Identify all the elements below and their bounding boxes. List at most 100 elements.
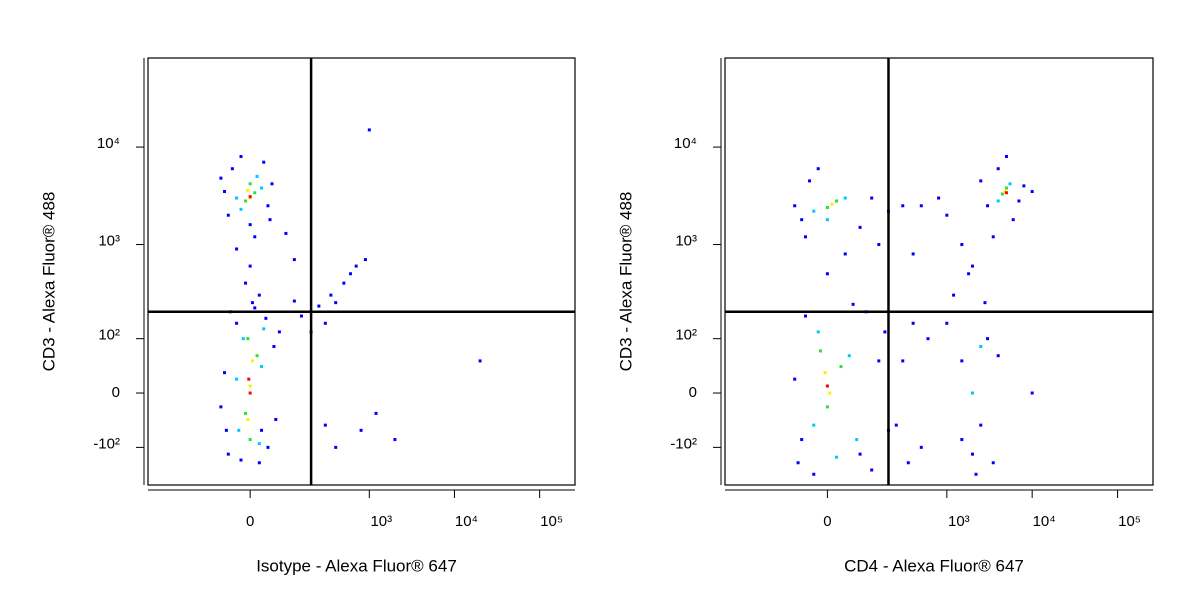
event-dot (800, 438, 804, 442)
event-dot (260, 365, 264, 369)
event-dot (1022, 184, 1026, 188)
event-dot (317, 304, 321, 308)
event-dot (967, 272, 971, 276)
event-dot (816, 167, 820, 171)
event-dot (818, 349, 822, 353)
event-dot (991, 235, 995, 239)
event-dot (250, 301, 254, 305)
event-dot (367, 128, 371, 132)
event-dot (248, 391, 252, 395)
y-tick-label: 0 (112, 384, 120, 401)
event-dot (292, 299, 296, 303)
event-dot (223, 190, 227, 194)
event-dot (268, 218, 272, 222)
event-dot (793, 204, 797, 208)
event-dot (253, 306, 257, 310)
event-dot (835, 455, 839, 459)
event-dot (270, 182, 274, 186)
event-dot (235, 321, 239, 325)
event-dot (219, 405, 223, 409)
event-dot (239, 207, 243, 211)
event-dot (1001, 192, 1005, 196)
event-dot (823, 371, 827, 375)
event-dot (835, 199, 839, 203)
event-dot (334, 301, 338, 305)
event-dot (248, 384, 252, 388)
event-dot (272, 345, 276, 349)
event-dot (843, 252, 847, 256)
event-dot (248, 438, 252, 442)
event-dot (986, 337, 990, 341)
event-dot (235, 247, 239, 251)
y-tick-label: 10³ (98, 232, 120, 249)
event-dot (374, 411, 378, 415)
event-dot (870, 468, 874, 472)
event-dot (244, 411, 248, 415)
event-dot (970, 391, 974, 395)
event-dot (937, 196, 941, 200)
event-dot (237, 428, 241, 432)
event-dot (253, 191, 257, 195)
event-dot (266, 445, 270, 449)
event-dot (843, 196, 847, 200)
event-dot (979, 345, 983, 349)
event-dot (996, 354, 1000, 358)
event-dot (986, 204, 990, 208)
event-dot (299, 314, 303, 318)
event-dot (241, 337, 245, 341)
event-dot (224, 428, 228, 432)
event-dot (329, 293, 333, 297)
event-dot (812, 209, 816, 213)
event-dot (812, 472, 816, 476)
event-dot (894, 423, 898, 427)
event-dot (800, 218, 804, 222)
event-dot (911, 321, 915, 325)
x-tick-label: 0 (246, 513, 254, 530)
event-dot (284, 231, 288, 235)
event-dot (255, 354, 259, 358)
event-dot (996, 199, 1000, 203)
event-dot (919, 204, 923, 208)
event-dot (248, 264, 252, 268)
x-tick-label: 10⁵ (1118, 513, 1141, 530)
event-dot (277, 330, 281, 334)
event-dot (274, 417, 278, 421)
event-dot (883, 330, 887, 334)
event-dot (239, 458, 243, 462)
event-dot (334, 445, 338, 449)
event-dot (851, 302, 855, 306)
y-tick-label: 10⁴ (97, 135, 120, 152)
event-dot (260, 428, 264, 432)
event-dot (804, 314, 808, 318)
event-dot (219, 176, 223, 180)
event-dot (960, 359, 964, 363)
event-dot (808, 179, 812, 183)
event-dot (945, 321, 949, 325)
event-dot (911, 252, 915, 256)
event-dot (235, 377, 239, 381)
event-dot (248, 195, 252, 199)
event-dot (1030, 391, 1034, 395)
event-dot (1004, 186, 1008, 190)
event-dot (839, 365, 843, 369)
y-tick-label: -10² (670, 435, 697, 452)
event-dot (393, 438, 397, 442)
x-axis-title: Isotype - Alexa Fluor® 647 (256, 556, 457, 575)
event-dot (478, 359, 482, 363)
event-dot (257, 293, 261, 297)
event-dot (855, 438, 859, 442)
event-dot (906, 461, 910, 465)
event-dot (1008, 182, 1012, 186)
y-tick-label: 10³ (675, 232, 697, 249)
event-dot (858, 452, 862, 456)
plot-frame (724, 57, 1154, 486)
event-dot (970, 452, 974, 456)
event-dot (901, 359, 905, 363)
y-axis-title: CD3 - Alexa Fluor® 488 (39, 192, 58, 372)
y-tick-label: -10² (93, 435, 120, 452)
event-dot (1011, 218, 1015, 222)
event-dot (226, 452, 230, 456)
event-dot (952, 293, 956, 297)
event-dot (262, 160, 266, 164)
